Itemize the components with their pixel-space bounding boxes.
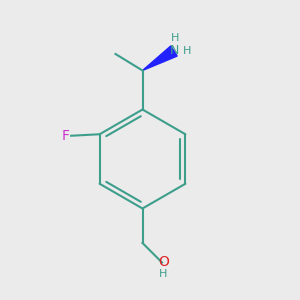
Text: H: H bbox=[183, 46, 191, 56]
Text: O: O bbox=[158, 255, 169, 268]
Text: N: N bbox=[170, 44, 179, 57]
Polygon shape bbox=[142, 46, 177, 70]
Text: H: H bbox=[170, 33, 179, 43]
Text: H: H bbox=[159, 269, 168, 279]
Text: F: F bbox=[62, 129, 70, 143]
